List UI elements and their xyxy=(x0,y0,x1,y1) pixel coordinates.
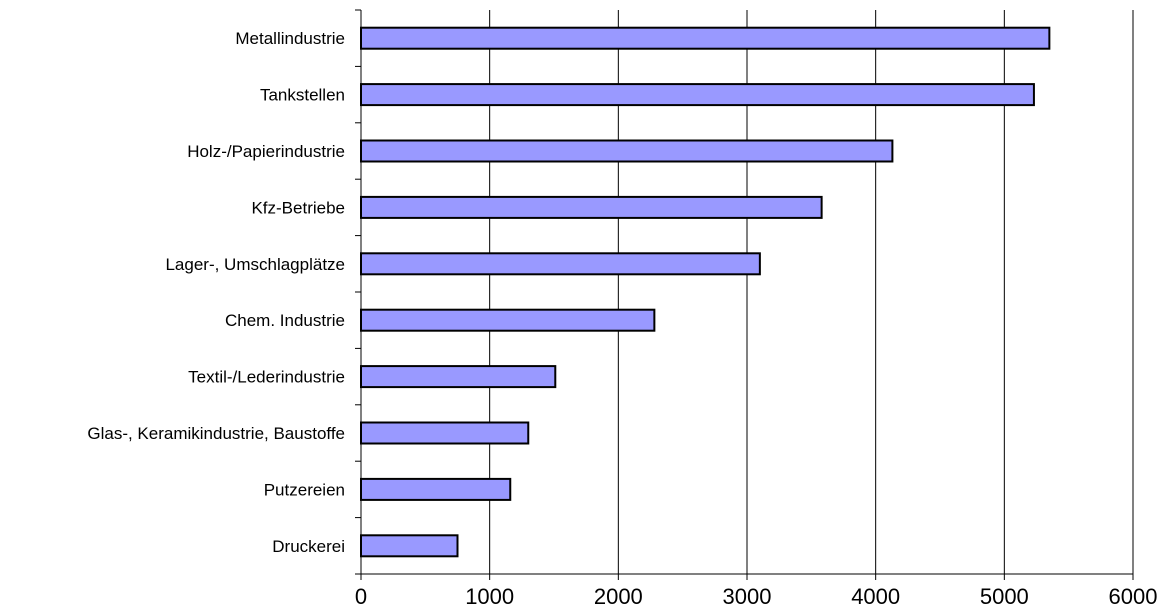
category-label: Holz-/Papierindustrie xyxy=(187,142,345,161)
bar-8 xyxy=(360,421,530,445)
bar-4 xyxy=(360,195,823,219)
x-tick-label: 1000 xyxy=(465,584,514,609)
bar-9 xyxy=(360,477,512,501)
x-tick-label: 0 xyxy=(355,584,367,609)
bar-2 xyxy=(360,83,1035,107)
category-label: Chem. Industrie xyxy=(225,311,345,330)
bar-7 xyxy=(360,365,557,389)
bars xyxy=(360,26,1051,558)
category-label: Kfz-Betriebe xyxy=(251,198,345,217)
bar-1 xyxy=(360,26,1051,50)
category-label: Glas-, Keramikindustrie, Baustoffe xyxy=(87,424,345,443)
bar-10 xyxy=(360,534,459,558)
bar-6 xyxy=(360,308,656,332)
category-label: Tankstellen xyxy=(260,86,345,105)
bar-3 xyxy=(360,139,894,163)
axes xyxy=(355,9,1134,580)
x-tick-label: 5000 xyxy=(980,584,1029,609)
x-tick-label: 3000 xyxy=(723,584,772,609)
category-label: Druckerei xyxy=(272,537,345,556)
category-label: Putzereien xyxy=(264,480,345,499)
labels: 0 1000 2000 3000 4000 5000 6000 Metallindustrie… xyxy=(87,29,1157,609)
category-label: Textil-/Lederindustrie xyxy=(188,368,345,387)
x-tick-label: 6000 xyxy=(1109,584,1158,609)
bar-5 xyxy=(360,252,761,276)
category-label: Metallindustrie xyxy=(235,29,345,48)
category-label: Lager-, Umschlagplätze xyxy=(165,255,345,274)
x-tick-label: 2000 xyxy=(594,584,643,609)
x-tick-label: 4000 xyxy=(851,584,900,609)
